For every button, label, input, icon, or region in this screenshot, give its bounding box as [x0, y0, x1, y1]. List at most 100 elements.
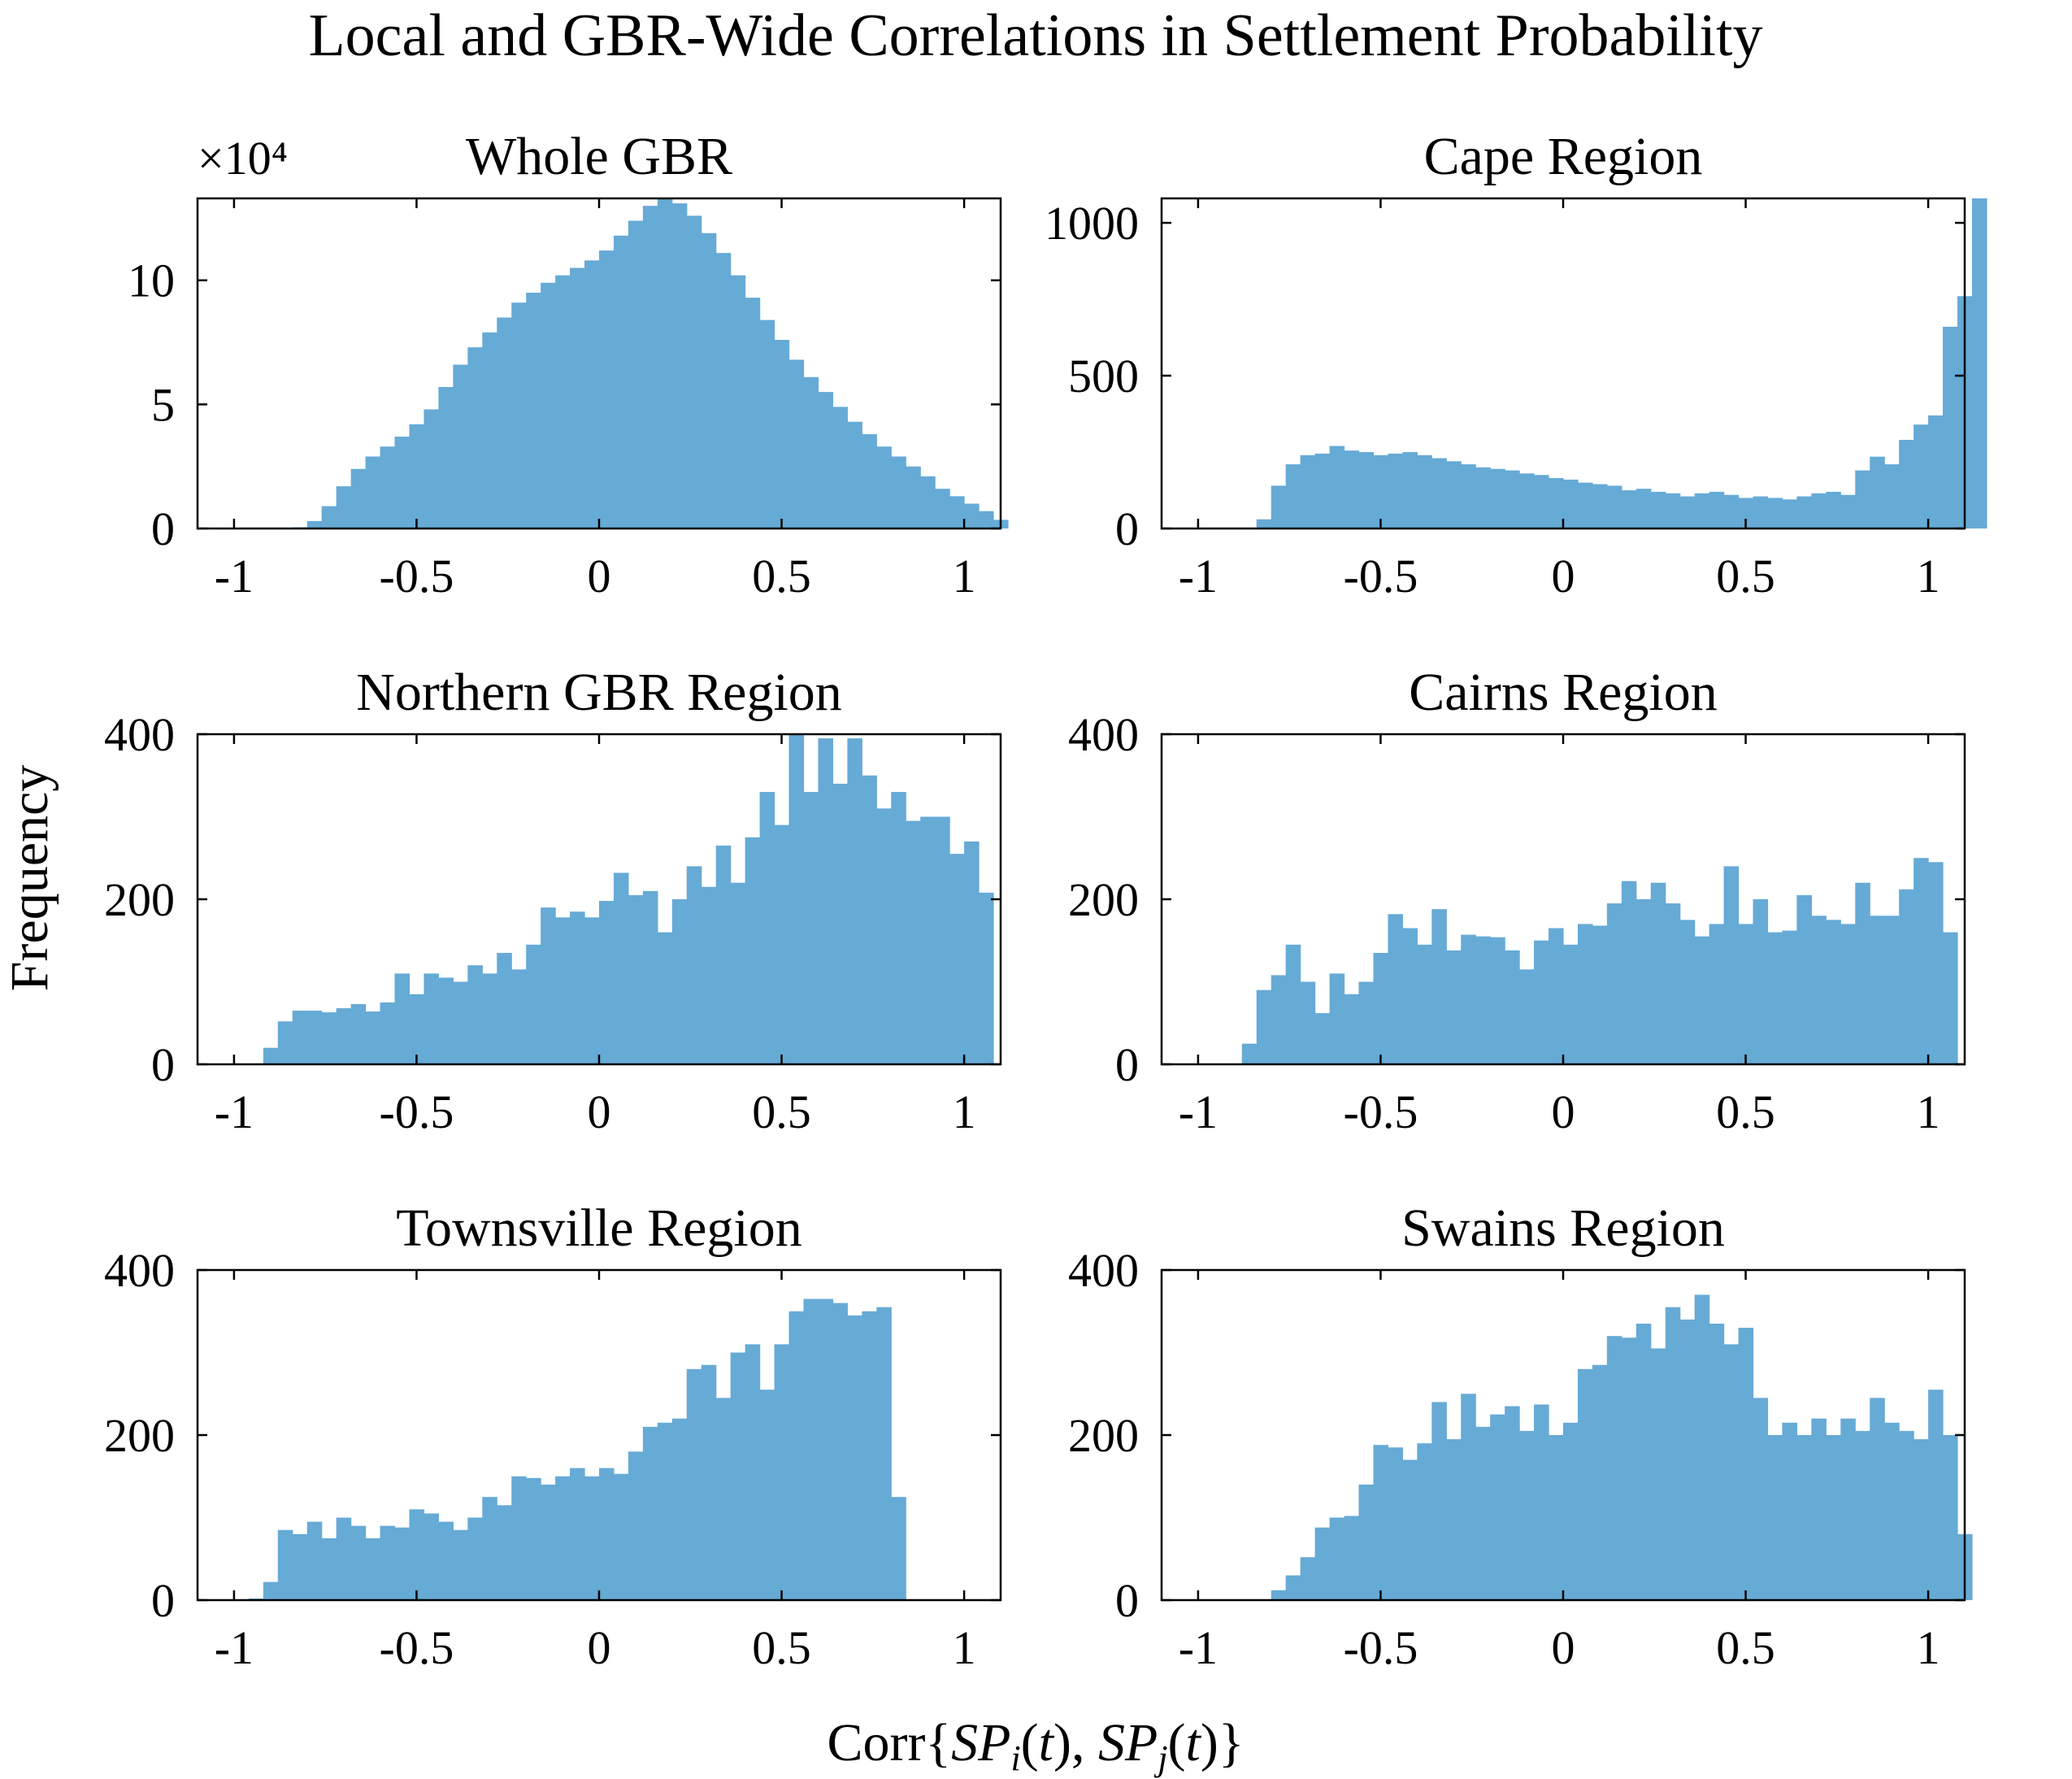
bar [1665, 1307, 1681, 1600]
bar [1899, 1430, 1914, 1600]
y-tick-label: 0 [1115, 502, 1139, 555]
panel-5: Townsville Region -1 -0.5 0 0.5 1 0 200 400 [104, 1198, 1002, 1674]
x-tick-label: -1 [215, 1085, 254, 1138]
y-tick-label: 500 [1068, 350, 1139, 402]
bar [1446, 950, 1462, 1064]
bar [497, 317, 512, 528]
bar [1519, 473, 1535, 528]
bar [467, 1517, 483, 1600]
bar [1373, 1445, 1389, 1600]
bar [599, 901, 615, 1064]
bar [1431, 909, 1447, 1064]
panel-title: Cape Region [1424, 127, 1703, 186]
bar [803, 792, 819, 1064]
bar [336, 486, 352, 528]
bar [1943, 932, 1958, 1064]
bar [1767, 1435, 1783, 1600]
bar [1606, 485, 1622, 528]
bar [1782, 930, 1798, 1064]
bar [891, 792, 906, 1064]
bar [613, 235, 629, 528]
bar [482, 1497, 497, 1601]
y-tick-label: 200 [1068, 873, 1139, 926]
bar [1694, 1294, 1710, 1600]
bar [759, 320, 775, 528]
bar [1388, 1447, 1403, 1600]
bar [862, 775, 877, 1064]
bar [1549, 928, 1564, 1064]
panel-title: Whole GBR [466, 127, 732, 186]
bar [409, 1509, 425, 1600]
bar [424, 973, 439, 1064]
y-tick-label: 10 [128, 254, 175, 307]
bar [1344, 1516, 1360, 1600]
bar [1402, 1459, 1418, 1600]
bar [847, 1315, 862, 1600]
bar [1431, 458, 1447, 528]
bar [570, 268, 585, 528]
bar [1635, 1323, 1652, 1600]
bar [1767, 498, 1783, 528]
bar [1870, 1398, 1885, 1600]
bar [803, 376, 819, 528]
bar [599, 1468, 615, 1600]
x-tick-label: -0.5 [380, 550, 454, 602]
bar [1796, 1435, 1812, 1600]
bar [628, 220, 644, 528]
panel-title: Townsville Region [396, 1198, 802, 1258]
y-tick-label: 400 [1068, 1244, 1139, 1297]
x-tick-label: 1 [953, 1085, 976, 1138]
bar [686, 215, 702, 528]
bar [745, 837, 761, 1065]
bar [1475, 1426, 1491, 1600]
bar [891, 456, 906, 528]
bar [745, 298, 761, 528]
y-tick-label: 0 [151, 1038, 175, 1091]
bar [526, 944, 541, 1064]
bar [774, 340, 790, 528]
bar [541, 907, 556, 1064]
bar [584, 260, 600, 528]
bar [1534, 475, 1549, 528]
bar [306, 1521, 323, 1600]
bar [1796, 496, 1812, 528]
bar [1285, 464, 1301, 528]
x-tick-label: 0 [588, 1085, 611, 1138]
bar [511, 969, 527, 1064]
bar [1563, 1422, 1579, 1600]
bar [350, 468, 367, 528]
x-tick-label: -0.5 [1344, 1621, 1418, 1674]
bar [1943, 326, 1958, 528]
bar [1826, 1435, 1841, 1600]
bar [876, 446, 892, 528]
bar [686, 866, 702, 1064]
bar [1592, 925, 1608, 1064]
bar [788, 1311, 805, 1600]
bar [1635, 899, 1652, 1064]
y-tick-label: 0 [151, 502, 175, 555]
bar [949, 496, 965, 528]
bar [511, 302, 527, 528]
bar [1709, 1323, 1725, 1600]
y-tick-label: 5 [151, 378, 175, 431]
bar [394, 437, 410, 528]
bar [1826, 491, 1841, 528]
bar [1373, 952, 1389, 1064]
bar [570, 911, 585, 1064]
bar [511, 1476, 527, 1600]
bar [1913, 424, 1929, 528]
bar [935, 816, 950, 1064]
x-tick-label: 1 [1917, 1621, 1940, 1674]
y-tick-label: 200 [104, 1409, 175, 1462]
bar [686, 1368, 702, 1600]
bar [1855, 1430, 1870, 1600]
bar [671, 1418, 688, 1600]
xlabel-prefix: Corr{ [827, 1713, 951, 1772]
bar [1694, 936, 1710, 1064]
bar [1855, 882, 1870, 1064]
bar [453, 1529, 468, 1600]
bar [788, 359, 805, 528]
bar [1256, 990, 1272, 1064]
